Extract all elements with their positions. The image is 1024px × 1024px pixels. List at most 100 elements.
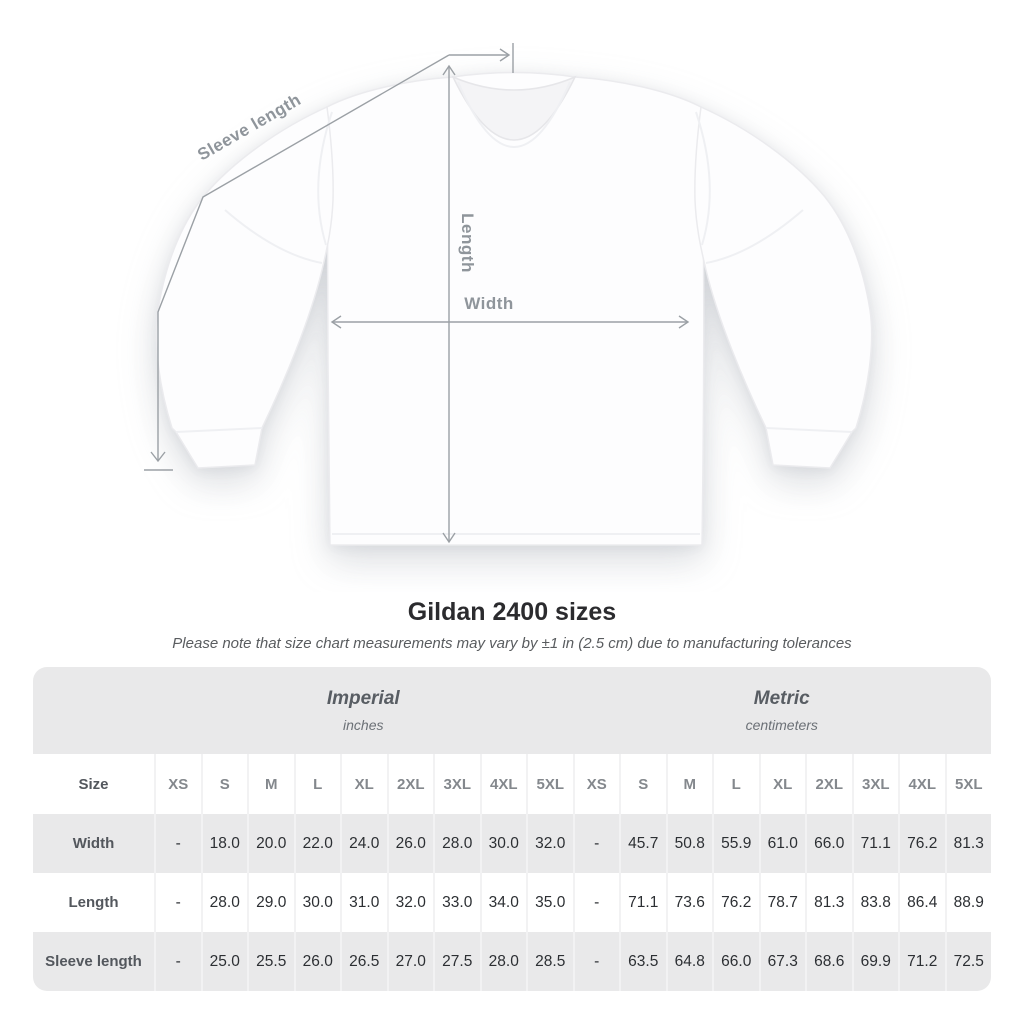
size-table: Imperial inches Metric centimeters Size … (33, 667, 991, 991)
left-cuff-seam (175, 427, 263, 433)
measurement-cell: 28.0 (479, 932, 526, 991)
measurement-cell: 55.9 (712, 814, 759, 873)
width-measure: Width (330, 294, 690, 329)
length-label: Length (458, 213, 477, 273)
measurement-cell: 81.3 (805, 873, 852, 932)
measurement-cell: 28.0 (200, 873, 247, 932)
page-title: Gildan 2400 sizes (407, 598, 617, 626)
size-column-header: Size (33, 754, 154, 814)
measurement-cell: 28.5 (526, 932, 573, 991)
group-corner-cell (33, 667, 154, 754)
shirt-left-sleeve (155, 105, 334, 469)
shirt-collar (451, 75, 577, 141)
measurement-cell: - (154, 873, 201, 932)
measurement-cell: 68.6 (805, 932, 852, 991)
sleeve-arrow-right-icon (499, 48, 511, 62)
column-header-4xl: 4XL (479, 754, 526, 814)
measurement-cell: 66.0 (805, 814, 852, 873)
measurement-cell: 50.8 (665, 814, 712, 873)
column-header-5xl: 5XL (944, 754, 991, 814)
column-header-2xl: 2XL (386, 754, 433, 814)
metric-unit: centimeters (745, 717, 818, 733)
shirt-graphic (155, 71, 873, 546)
measurement-cell: 63.5 (619, 932, 666, 991)
measurement-cell: 30.0 (479, 814, 526, 873)
size-table-grid: Imperial inches Metric centimeters Size … (33, 667, 991, 991)
measurement-cell: 26.0 (293, 932, 340, 991)
imperial-unit: inches (343, 717, 384, 733)
group-imperial: Imperial inches (154, 667, 573, 754)
measurement-cell: 67.3 (758, 932, 805, 991)
group-metric-inner: Metric centimeters (573, 688, 992, 733)
column-header-s: S (200, 754, 247, 814)
length-measure: Length (442, 64, 477, 544)
page-subtitle: Please note that size chart measurements… (172, 635, 852, 652)
measurement-cell: 29.0 (247, 873, 294, 932)
title-block: Gildan 2400 sizes Please note that size … (0, 598, 1024, 652)
unit-group-row: Imperial inches Metric centimeters (33, 667, 991, 754)
column-header-xl: XL (758, 754, 805, 814)
measurement-cell: 71.2 (898, 932, 945, 991)
sleeve-length-line (157, 54, 508, 461)
measurement-cell: 22.0 (293, 814, 340, 873)
width-arrow-right-icon (678, 315, 690, 329)
measurement-cell: 78.7 (758, 873, 805, 932)
column-header-4xl: 4XL (898, 754, 945, 814)
table-row: Sleeve length -25.0 25.5 26.0 26.5 27.0 27.5 28… (33, 932, 991, 991)
column-header-m: M (665, 754, 712, 814)
shirt-right-sleeve (694, 105, 873, 469)
column-header-s: S (619, 754, 666, 814)
table-body: Width -18.0 20.0 22.0 24.0 26.0 28.0 30.0 32.0-4… (33, 814, 991, 991)
measurement-cell: 61.0 (758, 814, 805, 873)
measurement-cell: 32.0 (526, 814, 573, 873)
measurement-cell: 24.0 (340, 814, 387, 873)
column-header-l: L (712, 754, 759, 814)
group-metric: Metric centimeters (572, 667, 992, 754)
row-label: Width (33, 814, 154, 873)
measurement-cell: 45.7 (619, 814, 666, 873)
column-header-xs: XS (572, 754, 619, 814)
column-header-2xl: 2XL (805, 754, 852, 814)
left-sleeve-wrinkle (224, 209, 323, 264)
row-label: Sleeve length (33, 932, 154, 991)
width-arrow-left-icon (330, 315, 342, 329)
measurement-cell: 76.2 (712, 873, 759, 932)
measurement-cell: 71.1 (619, 873, 666, 932)
column-header-xl: XL (340, 754, 387, 814)
left-armhole-seam (317, 111, 333, 246)
measurement-cell: 18.0 (200, 814, 247, 873)
metric-label: Metric (753, 688, 810, 709)
measurement-cell: 20.0 (247, 814, 294, 873)
column-header-row: Size XS S M L XL 2XL 3XL 4XL 5XL XS S M L XL 2XL 3XL 4XL… (33, 754, 991, 814)
right-cuff-seam (765, 427, 853, 433)
measurement-cell: 32.0 (386, 873, 433, 932)
measurement-cell: 71.1 (851, 814, 898, 873)
measurement-cell: - (572, 932, 619, 991)
measurement-cell: 66.0 (712, 932, 759, 991)
measurement-cell: 72.5 (944, 932, 991, 991)
measurement-cell: 27.5 (433, 932, 480, 991)
measurement-cell: 73.6 (665, 873, 712, 932)
measurement-cell: - (154, 932, 201, 991)
column-header-l: L (293, 754, 340, 814)
measurement-cell: 69.9 (851, 932, 898, 991)
measurement-cell: - (572, 873, 619, 932)
group-imperial-inner: Imperial inches (154, 688, 573, 733)
measurement-cell: - (572, 814, 619, 873)
length-arrow-down-icon (442, 532, 456, 544)
length-arrow-up-icon (442, 64, 456, 76)
measurement-cell: 86.4 (898, 873, 945, 932)
column-header-3xl: 3XL (433, 754, 480, 814)
measurement-cell: 31.0 (340, 873, 387, 932)
column-header-xs: XS (154, 754, 201, 814)
measurement-cell: 81.3 (944, 814, 991, 873)
column-header-3xl: 3XL (851, 754, 898, 814)
measurement-cell: - (154, 814, 201, 873)
diagram-svg: Sleeve length Length Width (144, 43, 873, 546)
measurement-cell: 30.0 (293, 873, 340, 932)
right-sleeve-wrinkle (705, 209, 804, 264)
measurement-cell: 27.0 (386, 932, 433, 991)
width-label: Width (464, 294, 514, 313)
row-label: Length (33, 873, 154, 932)
measurement-cell: 26.0 (386, 814, 433, 873)
